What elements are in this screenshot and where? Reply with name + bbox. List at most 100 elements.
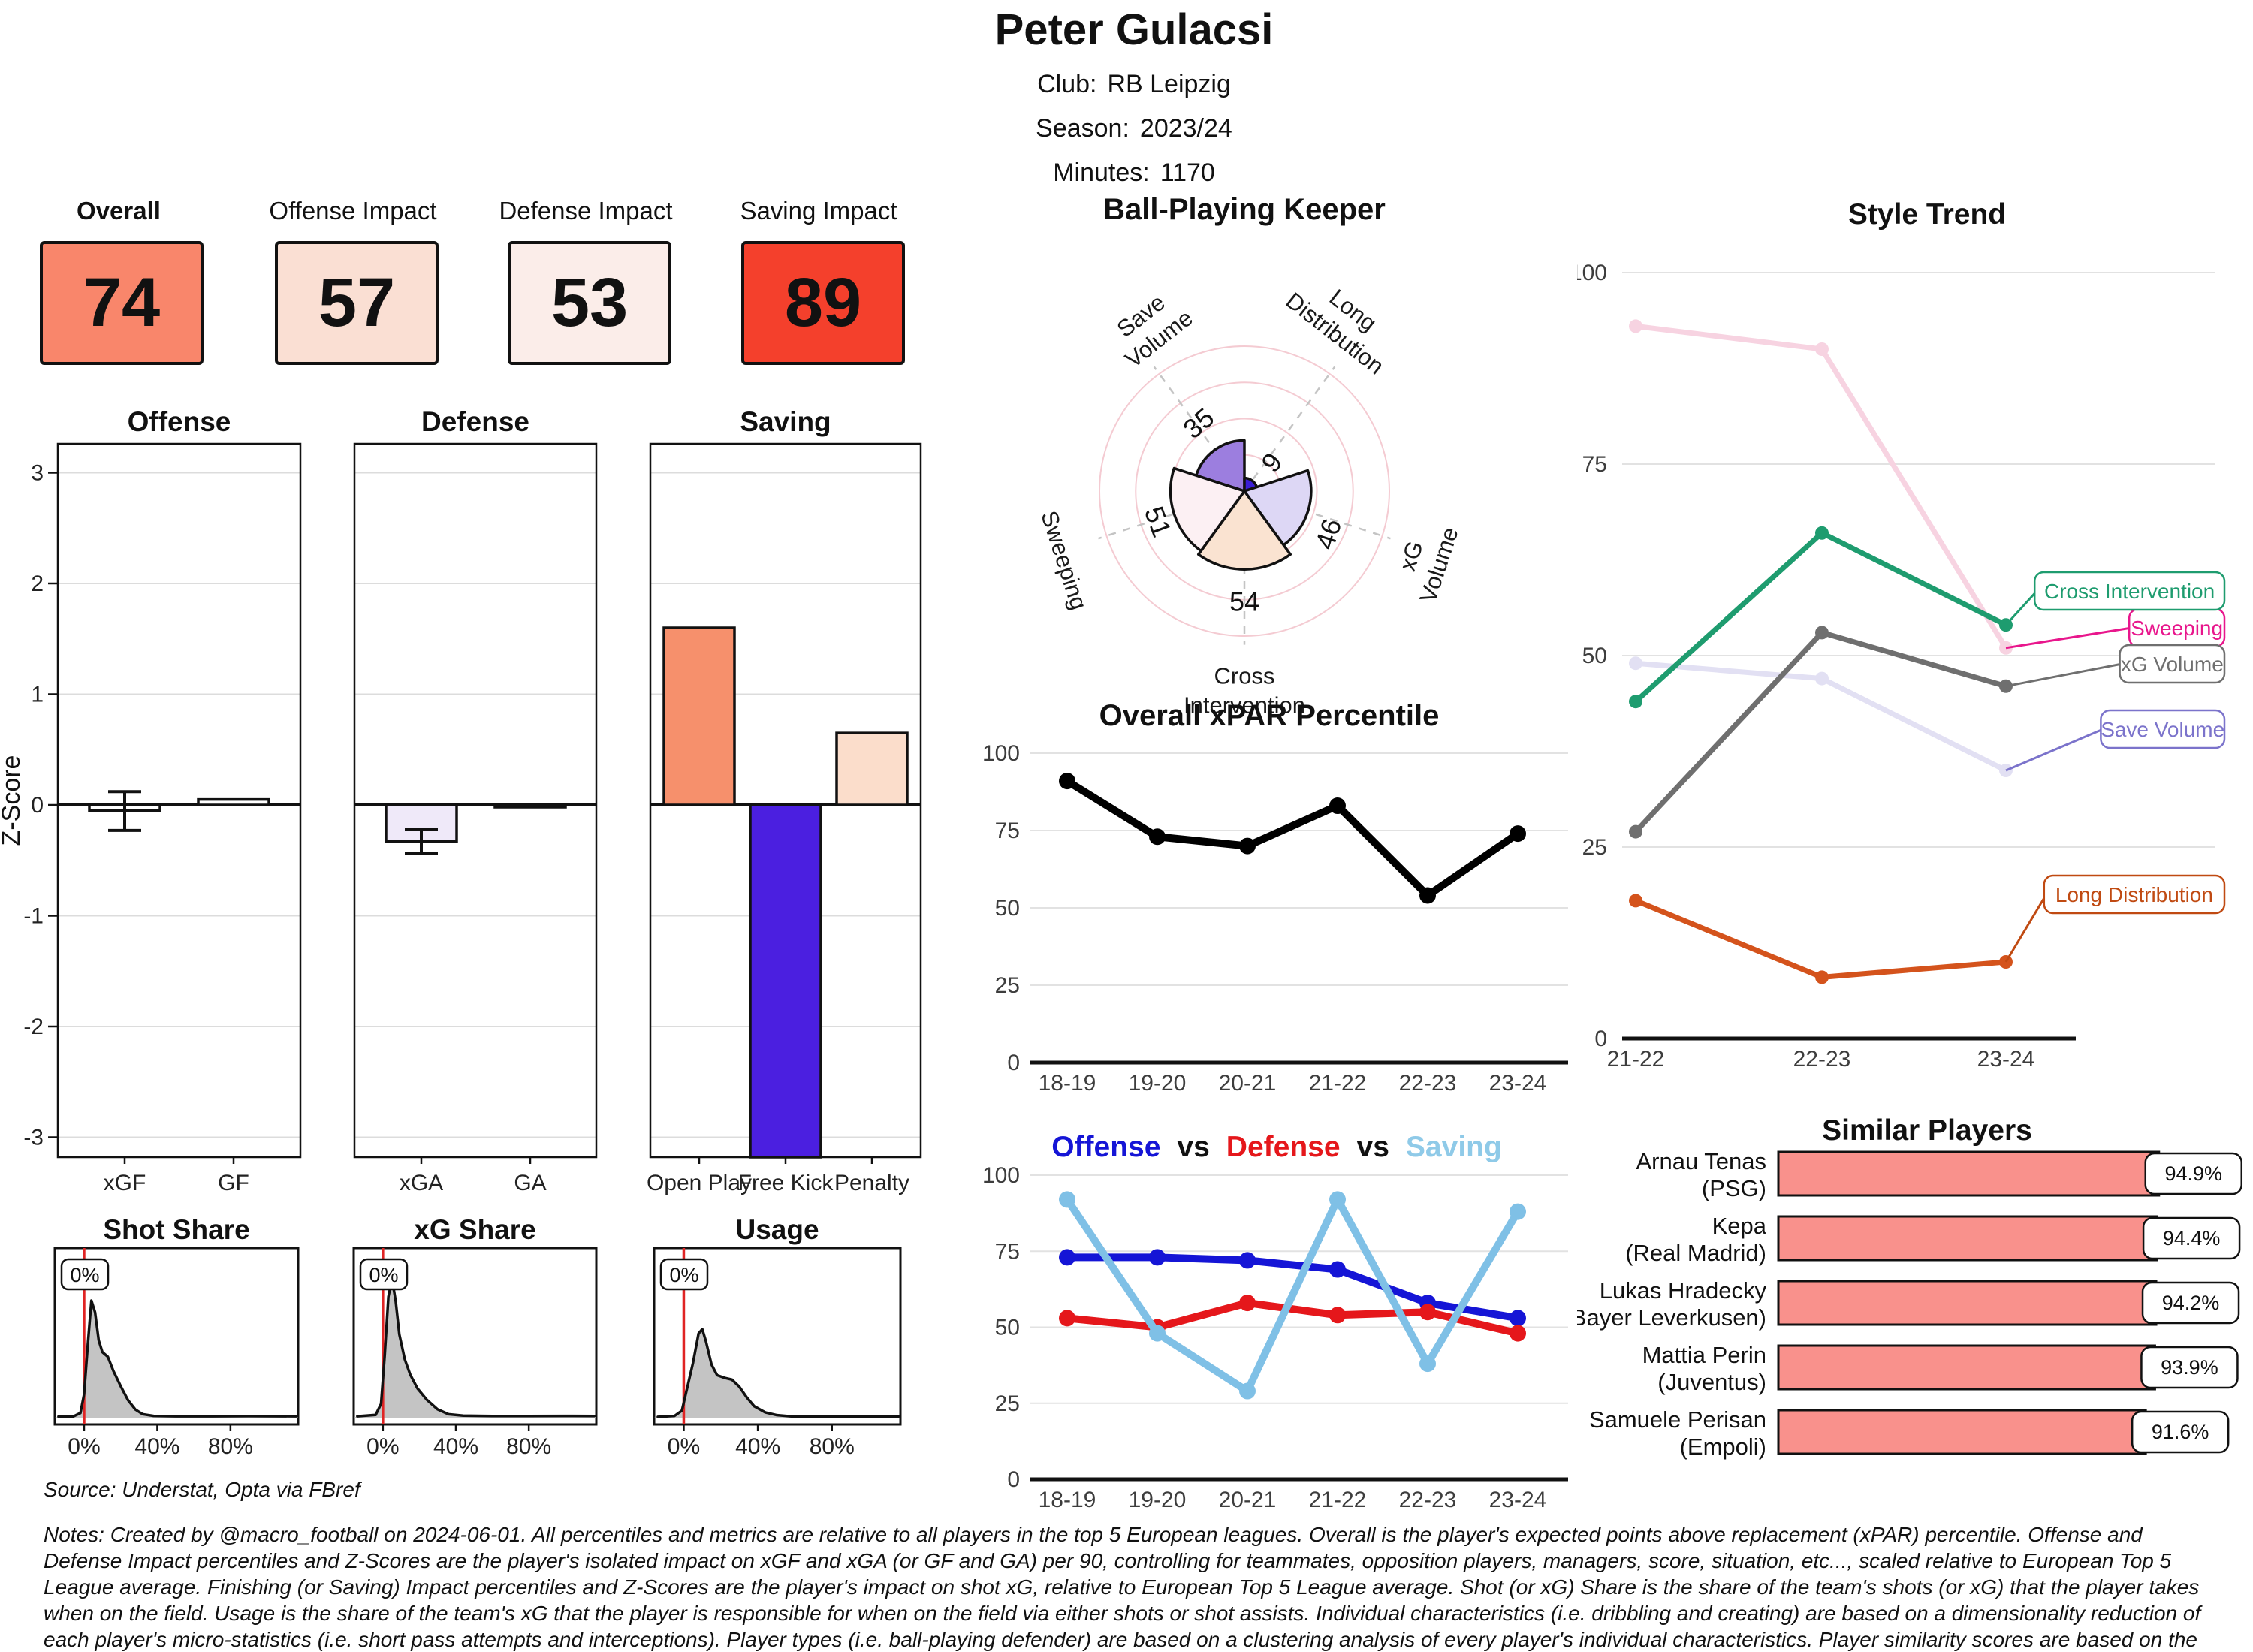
svg-text:3: 3 — [31, 461, 44, 486]
svg-text:xG Share: xG Share — [414, 1214, 535, 1245]
svg-text:Usage: Usage — [735, 1214, 819, 1245]
svg-text:80%: 80% — [810, 1434, 855, 1459]
svg-text:75: 75 — [1582, 452, 1607, 477]
source-note: Source: Understat, Opta via FBref — [44, 1478, 360, 1501]
svg-text:20-21: 20-21 — [1219, 1488, 1277, 1512]
svg-text:Style Trend: Style Trend — [1848, 198, 2006, 231]
svg-text:Save Volume: Save Volume — [2101, 718, 2224, 741]
xpar-percentile-line-chart: 0 25 50 75 100 18-19 19-20 20-21 21-22 22-23 23-24… — [982, 699, 1568, 1096]
series-xg-volume — [1629, 626, 2013, 839]
svg-text:0: 0 — [1007, 1467, 1020, 1492]
svg-text:0%: 0% — [369, 1264, 398, 1286]
svg-text:40%: 40% — [134, 1434, 179, 1459]
svg-text:75: 75 — [995, 1239, 1020, 1264]
svg-text:100: 100 — [982, 1163, 1020, 1188]
svg-text:50: 50 — [995, 896, 1020, 921]
stat-label-saving-impact: Saving Impact — [740, 197, 897, 225]
stat-value-overall: 74 — [83, 264, 161, 341]
svg-text:94.4%: 94.4% — [2163, 1227, 2221, 1250]
svg-text:21-22: 21-22 — [1607, 1047, 1665, 1072]
zscore-bar-chart: Z-Score 3 2 1 0 -1 -2 -3 Offense xGF GF Defense xGA G… — [0, 406, 922, 1195]
svg-text:94.2%: 94.2% — [2162, 1292, 2220, 1314]
svg-text:0: 0 — [31, 793, 44, 818]
svg-text:20-21: 20-21 — [1219, 1071, 1277, 1096]
svg-text:xGA: xGA — [400, 1171, 443, 1195]
svg-text:GF: GF — [218, 1171, 249, 1195]
svg-text:1: 1 — [31, 683, 44, 707]
svg-text:80%: 80% — [506, 1434, 551, 1459]
series-long-distribution — [1629, 894, 2013, 984]
svg-text:Lukas Hradecky: Lukas Hradecky — [1600, 1277, 1767, 1304]
svg-text:Cross Intervention: Cross Intervention — [2044, 580, 2215, 603]
club-row: Club: RB Leipzig — [796, 70, 1472, 99]
svg-text:Defense: Defense — [421, 406, 529, 437]
minutes-value: 1170 — [1160, 158, 1215, 187]
stat-box-defense-impact: 53 — [508, 241, 671, 365]
style-trend-line-chart: 0 25 50 75 100 21-22 22-23 23-24 Style Trend Swee… — [1577, 198, 2226, 1072]
svg-text:-2: -2 — [23, 1014, 44, 1039]
series-defense — [1059, 1295, 1526, 1342]
svg-text:54: 54 — [1229, 586, 1259, 617]
season-label: Season: — [1036, 114, 1130, 143]
season-row: Season: 2023/24 — [796, 114, 1472, 143]
stat-box-overall: 74 — [40, 241, 204, 365]
svg-text:-3: -3 — [23, 1126, 44, 1150]
svg-text:(PSG): (PSG) — [1702, 1175, 1766, 1201]
svg-text:50: 50 — [1582, 644, 1607, 668]
svg-text:18-19: 18-19 — [1039, 1071, 1096, 1096]
series-offense — [1059, 1249, 1526, 1327]
svg-text:23-24: 23-24 — [1977, 1047, 2035, 1072]
club-value: RB Leipzig — [1107, 70, 1231, 98]
svg-text:25: 25 — [1582, 835, 1607, 860]
svg-text:(Bayer Leverkusen): (Bayer Leverkusen) — [1577, 1304, 1766, 1331]
stat-box-saving-impact: 89 — [741, 241, 905, 365]
offense-defense-saving-line-chart: 0 25 50 75 100 18-19 19-20 20-21 21-22 22-23 23-24… — [982, 1131, 1568, 1512]
stat-value-defense-impact: 53 — [550, 264, 629, 341]
svg-text:100: 100 — [982, 741, 1020, 766]
svg-text:2: 2 — [31, 571, 44, 596]
svg-text:0: 0 — [1594, 1026, 1607, 1051]
svg-text:Overall xPAR Percentile: Overall xPAR Percentile — [1099, 699, 1440, 732]
svg-text:40%: 40% — [735, 1434, 780, 1459]
svg-text:94.9%: 94.9% — [2164, 1162, 2222, 1185]
svg-text:0%: 0% — [70, 1264, 99, 1286]
svg-text:GA: GA — [514, 1171, 546, 1195]
series-sweeping — [1629, 319, 2013, 655]
stat-label-defense-impact: Defense Impact — [499, 197, 673, 225]
stat-box-offense-impact: 57 — [275, 241, 439, 365]
series-overall-xpar — [1059, 773, 1526, 904]
minutes-row: Minutes: 1170 — [796, 158, 1472, 188]
svg-text:18-19: 18-19 — [1039, 1488, 1096, 1512]
svg-text:93.9%: 93.9% — [2161, 1356, 2218, 1379]
svg-text:100: 100 — [1577, 261, 1607, 285]
series-cross-intervention — [1629, 526, 2013, 709]
svg-text:xGVolume: xGVolume — [1386, 515, 1463, 606]
stat-value-saving-impact: 89 — [784, 264, 862, 341]
stat-label-offense-impact: Offense Impact — [269, 197, 437, 225]
svg-text:0%: 0% — [366, 1434, 399, 1459]
svg-text:21-22: 21-22 — [1309, 1488, 1367, 1512]
svg-text:23-24: 23-24 — [1489, 1488, 1547, 1512]
svg-text:Sweeping: Sweeping — [2131, 616, 2223, 640]
club-label: Club: — [1037, 70, 1097, 98]
svg-text:Ball-Playing Keeper: Ball-Playing Keeper — [1103, 193, 1386, 226]
svg-text:46: 46 — [1309, 515, 1347, 553]
svg-text:Saving: Saving — [740, 406, 831, 437]
svg-text:22-23: 22-23 — [1399, 1488, 1457, 1512]
svg-text:Arnau Tenas: Arnau Tenas — [1636, 1148, 1767, 1174]
svg-text:Open Play: Open Play — [647, 1171, 752, 1195]
svg-text:25: 25 — [995, 973, 1020, 998]
svg-text:91.6%: 91.6% — [2152, 1421, 2209, 1443]
svg-text:Sweeping: Sweeping — [1036, 508, 1092, 613]
svg-text:9: 9 — [1255, 447, 1288, 478]
svg-text:23-24: 23-24 — [1489, 1071, 1547, 1096]
svg-text:19-20: 19-20 — [1129, 1488, 1187, 1512]
svg-text:0%: 0% — [68, 1434, 100, 1459]
similar-players-bar-chart: Similar Players Arnau Tenas(PSG) 94.9% Kepa… — [1577, 1114, 2243, 1460]
svg-text:75: 75 — [995, 818, 1020, 843]
svg-text:(Juventus): (Juventus) — [1657, 1369, 1766, 1395]
